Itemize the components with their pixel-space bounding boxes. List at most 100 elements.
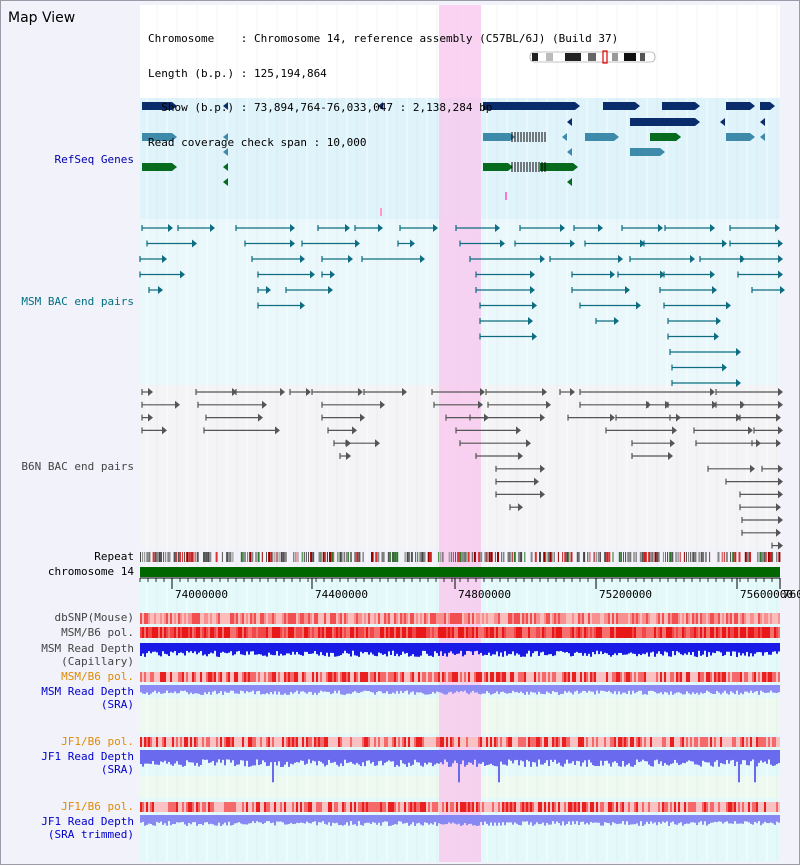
heat-cell — [180, 627, 182, 638]
depth-bar — [444, 815, 446, 825]
heat-cell — [764, 802, 766, 812]
heat-cell — [770, 802, 772, 812]
depth-bar — [186, 643, 188, 651]
msm-bac-pairs[interactable] — [139, 224, 785, 387]
heat-cell — [676, 802, 678, 812]
heat-cell — [350, 737, 352, 747]
msm-depth-sra-label[interactable]: MSM Read Depth — [41, 685, 134, 698]
heat-cell — [488, 737, 490, 747]
depth-bar — [330, 815, 332, 826]
depth-bar — [272, 685, 274, 695]
heat-cell — [674, 627, 676, 638]
jf1-depth-trimmed-label[interactable]: JF1 Read Depth — [41, 815, 134, 828]
heat-cell — [342, 737, 344, 747]
depth-bar — [764, 815, 766, 822]
depth-bar — [580, 815, 582, 822]
read-depth-tracks[interactable] — [140, 643, 780, 826]
heat-cell — [772, 627, 774, 638]
depth-bar — [484, 815, 486, 822]
depth-bar — [544, 685, 546, 695]
refseq-gene-features[interactable] — [142, 102, 775, 216]
heat-cell — [164, 737, 166, 747]
heat-cell — [230, 627, 232, 638]
depth-bar — [744, 750, 746, 761]
heat-cell — [704, 737, 706, 747]
heat-cell — [540, 737, 542, 747]
chromosome-ideogram[interactable] — [529, 50, 656, 64]
heat-cell — [614, 737, 616, 747]
depth-bar — [288, 685, 290, 695]
bac-end-arrow — [778, 388, 783, 396]
bac-end-arrow — [775, 224, 780, 232]
heat-cell — [678, 737, 680, 747]
heat-cell — [598, 802, 600, 812]
depth-bar — [230, 750, 232, 763]
heat-cell — [702, 737, 704, 747]
repeat-track[interactable] — [140, 552, 781, 562]
repeat-label[interactable]: Repeat — [94, 550, 134, 563]
repeat-element — [320, 552, 322, 562]
heat-cell — [684, 613, 686, 624]
depth-bar — [348, 750, 350, 763]
depth-bar — [634, 815, 636, 825]
chromosome-label[interactable]: chromosome 14 — [47, 565, 134, 578]
refseq-genes-label[interactable]: RefSeq Genes — [54, 153, 134, 166]
heat-cell — [636, 627, 638, 638]
heat-cell — [590, 672, 592, 682]
depth-bar — [610, 685, 612, 693]
msm-depth-capillary-label[interactable]: MSM Read Depth — [41, 642, 134, 655]
depth-bar — [448, 643, 450, 653]
heat-cell — [264, 737, 266, 747]
heat-cell — [538, 627, 540, 638]
msm-pol-label[interactable]: MSM/B6 pol. — [61, 626, 134, 639]
depth-bar — [536, 643, 538, 652]
heatmap-tracks[interactable] — [140, 613, 780, 812]
depth-bar — [748, 750, 750, 766]
depth-bar — [452, 750, 454, 764]
heat-cell — [472, 613, 474, 624]
heat-cell — [508, 627, 510, 638]
heat-cell — [286, 672, 288, 682]
heat-cell — [266, 613, 268, 624]
heat-cell — [326, 802, 328, 812]
msm-pol-sra-label[interactable]: MSM/B6 pol. — [61, 670, 134, 683]
depth-bar — [250, 685, 252, 692]
heat-cell — [518, 613, 520, 624]
b6n-bac-label[interactable]: B6N BAC end pairs — [21, 460, 134, 473]
jf1-pol-label[interactable]: JF1/B6 pol. — [61, 735, 134, 748]
heat-cell — [754, 737, 756, 747]
depth-bar — [214, 643, 216, 651]
heat-cell — [246, 627, 248, 638]
depth-bar — [300, 643, 302, 656]
repeat-element — [255, 552, 257, 562]
jf1-depth-sra-label[interactable]: JF1 Read Depth — [41, 750, 134, 763]
bac-end-arrow — [780, 286, 785, 294]
repeat-element — [272, 552, 274, 562]
heat-cell — [702, 802, 704, 812]
msm-bac-label[interactable]: MSM BAC end pairs — [21, 295, 134, 308]
jf1-pol-trimmed-label[interactable]: JF1/B6 pol. — [61, 800, 134, 813]
selected-region-highlight[interactable] — [439, 5, 481, 862]
heat-cell — [198, 672, 200, 682]
heat-cell — [434, 613, 436, 624]
heat-cell — [408, 613, 410, 624]
depth-bar — [758, 685, 760, 695]
heat-cell — [694, 737, 696, 747]
depth-bar — [578, 815, 580, 826]
heat-cell — [378, 613, 380, 624]
heat-cell — [378, 737, 380, 747]
depth-bar — [214, 815, 216, 826]
chromosome-bar[interactable] — [140, 567, 780, 577]
depth-bar — [622, 815, 624, 822]
depth-bar — [660, 815, 662, 824]
heat-cell — [584, 627, 586, 638]
depth-bar — [362, 685, 364, 692]
dbsnp-label[interactable]: dbSNP(Mouse) — [54, 611, 134, 624]
b6n-bac-pairs[interactable] — [141, 388, 783, 550]
heat-cell — [666, 737, 668, 747]
heat-cell — [678, 802, 680, 812]
depth-bar — [228, 685, 230, 693]
heat-cell — [776, 737, 778, 747]
heat-cell — [330, 802, 332, 812]
